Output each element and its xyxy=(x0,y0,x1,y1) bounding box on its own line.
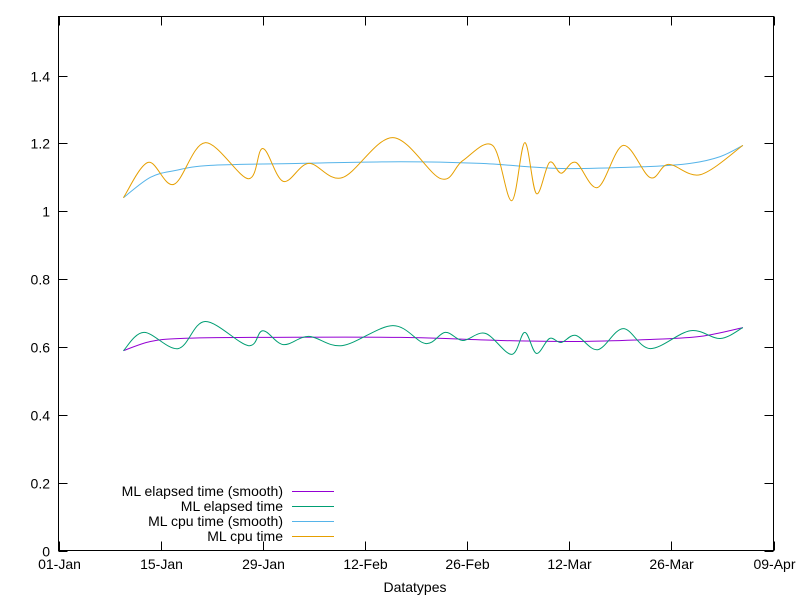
series-group xyxy=(122,137,744,355)
legend-label: ML elapsed time (smooth) xyxy=(122,483,283,499)
series-line-ml-elapsed-time xyxy=(123,320,744,355)
x-tick-label: 15-Jan xyxy=(140,556,183,572)
legend-label: ML cpu time (smooth) xyxy=(148,513,283,529)
x-tick-label: 01-Jan xyxy=(38,556,81,572)
y-tick-label: 1.2 xyxy=(31,136,51,152)
y-tick-label: 0.2 xyxy=(31,476,51,492)
y-axis: 0 0.2 0.4 0.6 0.8 1 1.2 1.4 xyxy=(31,69,774,560)
y-tick-label: 1 xyxy=(42,204,50,220)
x-tick-label: 12-Feb xyxy=(343,556,388,572)
x-tick-label: 09-Apr xyxy=(753,556,795,572)
x-tick-label: 29-Jan xyxy=(242,556,285,572)
legend: ML elapsed time (smooth)ML elapsed timeM… xyxy=(122,483,334,544)
legend-label: ML elapsed time xyxy=(181,498,283,514)
x-tick-label: 12-Mar xyxy=(547,556,592,572)
series-line-ml-elapsed-time-smooth xyxy=(123,327,744,352)
y-tick-label: 1.4 xyxy=(31,69,51,85)
y-tick-label: 0.4 xyxy=(31,408,51,424)
x-axis-label: Datatypes xyxy=(383,579,446,595)
x-tick-label: 26-Feb xyxy=(445,556,490,572)
x-tick-label: 26-Mar xyxy=(649,556,694,572)
x-axis: 01-Jan 15-Jan 29-Jan 12-Feb 26-Feb 12-Mar 26-M… xyxy=(38,16,796,572)
y-tick-label: 0.6 xyxy=(31,340,51,356)
y-tick-label: 0 xyxy=(42,544,50,560)
plot-border xyxy=(58,16,774,551)
y-tick-label: 0.8 xyxy=(31,272,51,288)
series-line-ml-cpu-time-smooth xyxy=(123,144,744,199)
series-line-ml-cpu-time xyxy=(122,137,744,202)
legend-label: ML cpu time xyxy=(207,528,283,544)
